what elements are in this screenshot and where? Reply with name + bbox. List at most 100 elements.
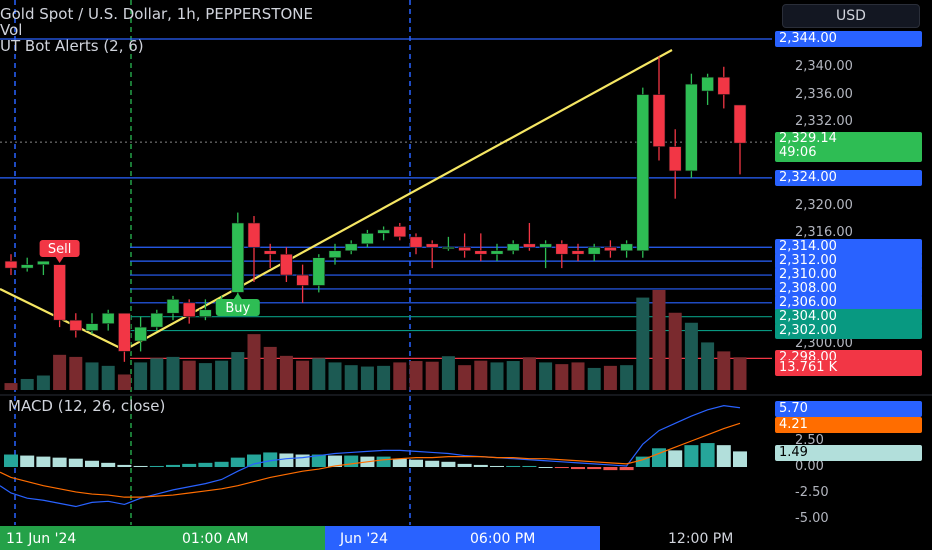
candle-31 [506,240,520,255]
candle-19 [312,254,326,293]
last-price-value: 2,329.14 [779,131,837,146]
candle-21 [344,240,358,255]
candle-11 [182,299,196,324]
candle-36 [587,243,601,262]
volume-bar-36 [587,367,601,390]
candle-8 [134,316,147,352]
level-tag-7: 2,304.00 [775,308,922,325]
x-axis-label-3: 06:00 PM [470,531,535,547]
level-tag-5: 2,308.00 [775,280,922,297]
volume-bar-1 [20,378,34,390]
volume-bar-38 [620,365,634,390]
candle-44 [717,66,731,109]
volume-bar-29 [474,360,488,390]
macd-axis-tick-1: 0.00 [795,459,824,474]
macd-axis-tick-0: 2.50 [795,433,824,448]
candle-30 [490,243,504,262]
volume-bar-44 [717,351,731,390]
hist-value-tag: 1.49 [775,445,922,461]
candle-24 [393,222,407,241]
candle-12 [199,299,212,321]
macd-hist-bar-11 [182,463,197,467]
candle-40 [652,56,666,161]
signal-buy-label: Buy [225,301,250,316]
macd-hist-bar-17 [279,453,294,467]
macd-hist-bar-14 [230,457,245,467]
candle-33 [539,240,552,269]
symbol-title[interactable]: Gold Spot / U.S. Dollar, 1h, PEPPERSTONE [0,5,314,23]
candle-23 [377,226,390,241]
signal-buy-pointer [233,293,242,299]
macd-hist-bar-5 [85,460,99,467]
macd-axis-tick-2: -2.50 [795,485,829,500]
macd-hist-bar-1 [20,455,35,467]
candle-14 [231,212,245,300]
candle-4 [69,313,83,338]
candle-6 [101,309,115,331]
signal-sell-pointer [55,257,64,263]
x-axis-label-4: 12:00 PM [668,531,733,547]
macd-hist-bar-44 [716,445,731,467]
volume-bar-28 [458,365,472,390]
macd-hist-bar-36 [587,467,602,470]
price-axis-tick-5: 2,300.00 [795,336,853,352]
macd-hist-bar-39 [635,456,650,467]
macd-hist-bar-28 [457,463,472,467]
volume-bar-10 [166,356,180,390]
level-tag-6: 2,306.00 [775,294,922,311]
candle-43 [701,73,714,105]
volume-bar-41 [668,312,682,390]
candle-26 [425,240,439,269]
macd-hist-bar-4 [68,458,83,467]
ut-bot-indicator-label[interactable]: UT Bot Alerts (2, 6) [0,37,144,55]
volume-indicator-label[interactable]: Vol [0,21,23,39]
volume-bar-25 [409,361,423,390]
volume-tag: 13.761 K [775,360,922,376]
candle-1 [20,257,34,272]
ut-bot-trendline [0,49,673,352]
volume-bar-18 [296,360,310,390]
volume-bar-24 [393,362,407,390]
macd-hist-bar-19 [311,454,326,467]
macd-hist-bar-16 [263,452,278,467]
candle-35 [571,243,585,262]
volume-bar-16 [263,346,277,390]
signal-sell-label: Sell [48,242,71,257]
x-axis-highlight-blue [325,526,600,550]
price-axis-tick-3: 2,320.00 [795,197,853,213]
macd-hist-bar-2 [36,456,51,467]
volume-bar-0 [4,383,18,390]
macd-hist-bar-25 [409,459,423,467]
macd-hist-bar-15 [247,454,261,467]
volume-bar-37 [603,365,617,390]
volume-bar-35 [571,362,585,390]
candle-42 [685,73,698,178]
volume-bar-39 [636,297,650,390]
volume-bar-7 [117,374,131,390]
macd-hist-bar-26 [425,460,440,467]
macd-hist-bar-10 [166,464,180,467]
candle-32 [523,222,536,251]
price-axis-tick-0: 2,340.00 [795,58,853,74]
macd-title: MACD (12, 26, close) [8,397,165,415]
volume-bar-15 [247,334,261,390]
signal-sell-badge [39,240,80,257]
volume-bar-3 [53,354,67,390]
volume-bar-42 [684,322,698,390]
macd-hist-bar-45 [733,451,747,467]
candle-34 [555,240,569,269]
macd-hist-bar-30 [490,465,504,467]
currency-button[interactable]: USD [782,4,920,28]
volume-bar-31 [506,361,520,390]
macd-hist-bar-41 [668,450,683,467]
candle-15 [247,216,261,282]
volume-bar-40 [652,290,666,390]
macd-hist-bar-29 [473,464,488,467]
level-tag-8: 2,302.00 [775,322,922,339]
volume-bar-23 [377,365,391,390]
macd-hist-bar-23 [376,456,391,467]
signal-value-tag: 4.21 [775,417,922,433]
candle-16 [263,243,277,269]
